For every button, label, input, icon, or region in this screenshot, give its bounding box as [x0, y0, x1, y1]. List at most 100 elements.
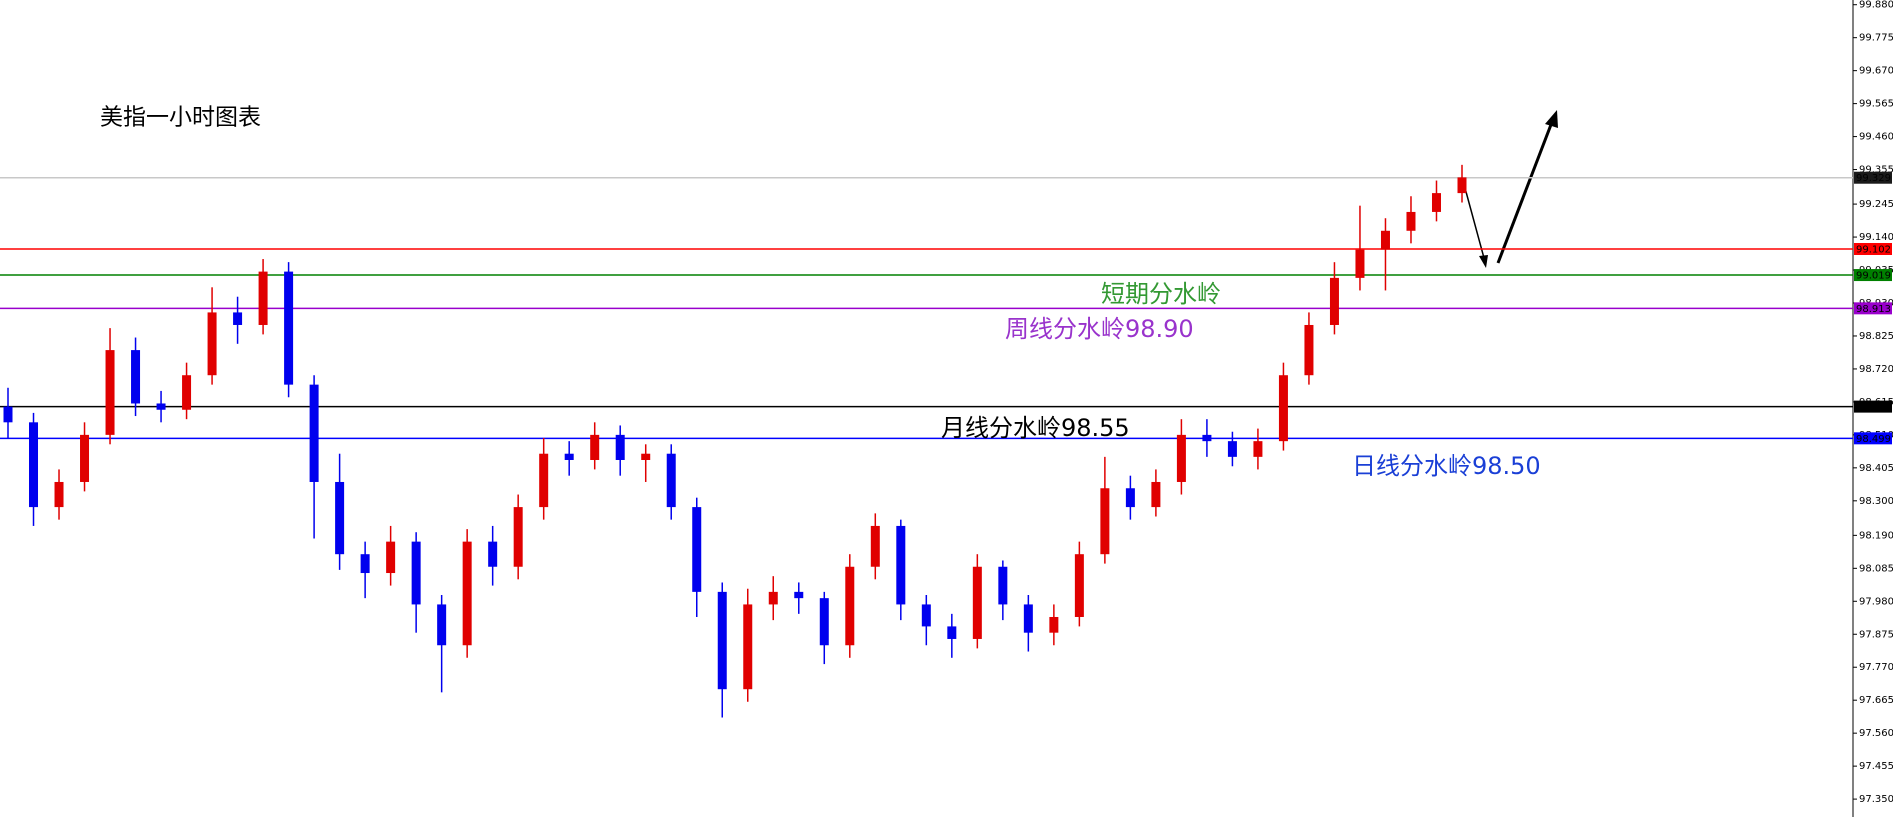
candle-body — [1227, 441, 1237, 457]
candle-body — [743, 604, 753, 690]
candle-body — [896, 525, 906, 605]
annotation: 月线分水岭98.55 — [941, 414, 1130, 442]
candle-body — [845, 566, 855, 646]
level-label: 99.329 — [1856, 173, 1891, 184]
candle-body — [1023, 604, 1033, 633]
candle-body — [258, 271, 268, 325]
level-box — [1854, 242, 1892, 255]
level-box — [1854, 171, 1892, 184]
candle-body — [1278, 375, 1288, 442]
candle-body — [233, 312, 243, 325]
candle-body — [3, 406, 13, 423]
candle-body — [921, 604, 931, 627]
y-tick-label: 97.770 — [1859, 662, 1893, 673]
y-tick-label: 98.405 — [1859, 463, 1893, 474]
candle-body — [80, 434, 90, 482]
candle-body — [1457, 177, 1467, 194]
y-tick-label: 99.775 — [1859, 33, 1893, 44]
level-box — [1854, 432, 1892, 445]
candle-body — [1431, 193, 1441, 212]
level-label: 98.600 — [1856, 402, 1891, 413]
level-label: 99.019 — [1856, 271, 1891, 282]
arrow-head — [1545, 110, 1558, 128]
candle-body — [462, 541, 472, 646]
arrow-up — [1496, 121, 1554, 264]
y-tick-label: 97.665 — [1859, 695, 1893, 706]
candle-body — [156, 403, 166, 410]
candle-body — [1049, 616, 1059, 633]
candle-body — [105, 350, 115, 435]
candle-body — [335, 481, 345, 555]
y-tick-label: 99.880 — [1859, 0, 1893, 11]
candle-body — [564, 453, 574, 460]
candle-body — [666, 453, 676, 508]
annotation: 短期分水岭 — [1101, 280, 1221, 308]
candle-body — [513, 507, 523, 567]
y-tick-label: 99.355 — [1859, 165, 1893, 176]
candle-body — [794, 591, 804, 599]
candle-body — [1253, 441, 1263, 457]
level-label: 98.499 — [1856, 434, 1891, 445]
candle-body — [29, 422, 39, 508]
y-tick-label: 99.670 — [1859, 66, 1893, 77]
annotation: 周线分水岭98.90 — [1005, 315, 1194, 343]
candle-body — [819, 598, 829, 646]
candle-body — [284, 271, 294, 385]
level-box — [1854, 302, 1892, 315]
y-tick-label: 97.350 — [1859, 794, 1893, 805]
y-tick-label: 99.245 — [1859, 199, 1893, 210]
candle-body — [1125, 488, 1135, 508]
y-tick-label: 98.190 — [1859, 530, 1893, 541]
candle-body — [1329, 277, 1339, 325]
y-tick-label: 99.565 — [1859, 99, 1893, 110]
candle-body — [1202, 434, 1212, 442]
chart-title: 美指一小时图表 — [100, 105, 261, 131]
candle-body — [1074, 554, 1084, 617]
candle-body — [54, 481, 64, 508]
y-tick-label: 99.140 — [1859, 232, 1893, 243]
arrow-head — [1479, 255, 1488, 268]
y-tick-label: 97.455 — [1859, 761, 1893, 772]
y-tick-label: 99.460 — [1859, 132, 1893, 143]
candle-body — [539, 453, 549, 508]
arrow-down — [1464, 187, 1485, 259]
candle-body — [182, 375, 192, 410]
candle-body — [386, 541, 396, 574]
candle-body — [692, 507, 702, 592]
candle-body — [1100, 488, 1110, 555]
level-label: 99.102 — [1856, 244, 1891, 255]
candle-body — [1151, 481, 1161, 508]
candle-body — [1380, 230, 1390, 250]
candle-body — [437, 604, 447, 646]
candle-body — [998, 566, 1008, 605]
candle-body — [768, 591, 778, 605]
candle-body — [488, 541, 498, 567]
candle-body — [717, 591, 727, 690]
y-tick-label: 98.300 — [1859, 496, 1893, 507]
level-box — [1854, 400, 1892, 413]
level-box — [1854, 269, 1892, 282]
annotation: 日线分水岭98.50 — [1352, 452, 1541, 480]
candle-body — [641, 453, 651, 460]
candle-body — [1304, 324, 1314, 376]
arrows — [1464, 110, 1558, 268]
candle-body — [1355, 249, 1365, 278]
level-label: 98.913 — [1856, 304, 1891, 315]
candle-body — [590, 434, 600, 460]
candle-body — [1406, 211, 1416, 231]
candle-body — [972, 566, 982, 639]
y-tick-label: 98.720 — [1859, 364, 1893, 375]
candle-body — [411, 541, 421, 605]
candle-body — [207, 312, 217, 376]
candle-body — [131, 350, 141, 404]
candle-body — [360, 554, 370, 574]
candle-body — [309, 384, 319, 482]
y-tick-label: 97.560 — [1859, 728, 1893, 739]
candle-body — [615, 434, 625, 460]
candle-body — [1176, 434, 1186, 482]
y-tick-label: 97.980 — [1859, 596, 1893, 607]
y-tick-label: 98.825 — [1859, 331, 1893, 342]
